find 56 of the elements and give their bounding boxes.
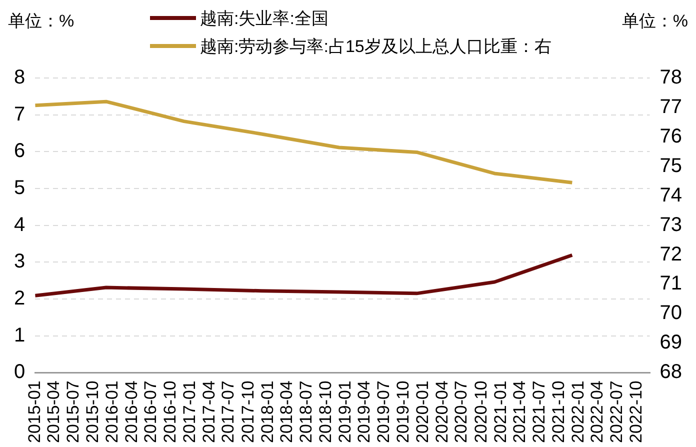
legend-label: 越南:失业率:全国 (200, 8, 328, 30)
y-tick-label: 3 (14, 250, 26, 273)
y2-tick-label: 74 (660, 184, 682, 206)
x-tick-label: 2017-10 (238, 380, 258, 443)
x-tick-label: 2022-04 (588, 380, 607, 443)
x-tick-label: 2017-04 (199, 380, 218, 443)
y2-tick-label: 70 (660, 302, 682, 324)
x-tick-label: 2018-10 (316, 380, 335, 443)
y2-tick-label: 71 (660, 272, 682, 295)
x-tick-label: 2019-01 (335, 380, 354, 443)
y-tick-label: 1 (14, 324, 26, 346)
x-tick-label: 2020-07 (452, 380, 471, 443)
x-tick-label: 2021-07 (529, 380, 548, 443)
x-tick-label: 2022-10 (626, 380, 646, 443)
y-tick-label: 0 (14, 361, 26, 384)
y2-tick-label: 73 (660, 214, 682, 236)
y-tick-label: 7 (14, 103, 26, 126)
x-tick-label: 2021-04 (510, 380, 529, 443)
x-tick-label: 2022-07 (606, 380, 626, 443)
x-tick-label: 2018-04 (276, 380, 296, 443)
x-tick-label: 2016-07 (141, 380, 160, 443)
x-tick-label: 2018-01 (258, 380, 277, 443)
x-tick-label: 2017-07 (218, 380, 238, 443)
x-tick-label: 2015-10 (82, 380, 102, 443)
y2-tick-label: 69 (660, 332, 682, 354)
y-tick-label: 2 (14, 287, 26, 310)
y2-tick-label: 78 (660, 66, 682, 89)
y-tick-label: 4 (14, 214, 26, 236)
y2-tick-label: 75 (660, 154, 682, 177)
y2-tick-label: 77 (660, 96, 682, 118)
x-tick-label: 2020-10 (471, 380, 490, 443)
x-tick-label: 2021-01 (490, 380, 510, 443)
x-tick-label: 2020-04 (432, 380, 452, 443)
x-tick-label: 2019-04 (354, 380, 374, 443)
x-tick-label: 2016-10 (160, 380, 180, 443)
x-tick-label: 2019-07 (374, 380, 393, 443)
x-tick-label: 2016-01 (102, 380, 122, 443)
x-tick-label: 2020-01 (413, 380, 432, 443)
x-tick-label: 2018-07 (296, 380, 316, 443)
y-tick-label: 6 (14, 140, 26, 162)
y2-tick-label: 68 (660, 361, 682, 384)
y-tick-label: 8 (14, 66, 26, 89)
y2-tick-label: 72 (660, 243, 682, 266)
y2-axis-title: 单位：% (622, 12, 688, 31)
x-tick-label: 2015-07 (63, 380, 82, 443)
y2-tick-label: 76 (660, 125, 682, 148)
legend-label: 越南:劳动参与率:占15岁及以上总人口比重：右 (200, 36, 552, 58)
x-tick-label: 2019-10 (393, 380, 412, 443)
x-tick-label: 2022-01 (568, 380, 588, 443)
x-tick-label: 2021-10 (548, 380, 568, 443)
x-tick-label: 2017-01 (180, 380, 200, 443)
y-axis-title: 单位：% (8, 12, 74, 31)
x-tick-label: 2015-04 (44, 380, 63, 443)
x-tick-label: 2015-01 (24, 380, 44, 443)
x-tick-label: 2016-04 (122, 380, 141, 443)
y-tick-label: 5 (14, 176, 26, 199)
